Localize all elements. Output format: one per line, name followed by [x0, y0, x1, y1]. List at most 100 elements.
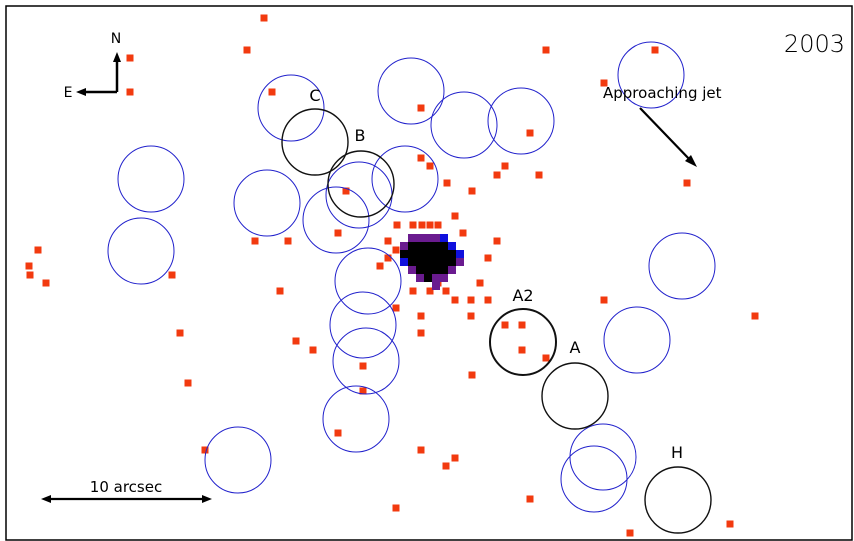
- core-pixel: [408, 258, 416, 266]
- core-pixel: [440, 266, 448, 274]
- core-pixel: [424, 258, 432, 266]
- photon-pixel: [268, 88, 276, 96]
- photon-pixel: [392, 504, 400, 512]
- photon-pixel: [626, 529, 634, 537]
- knot-a-circle: [541, 362, 609, 430]
- photon-pixel: [417, 104, 425, 112]
- jet-label: Approaching jet: [603, 84, 722, 102]
- photon-pixel: [542, 46, 550, 54]
- core-pixel: [432, 266, 440, 274]
- photon-pixel: [442, 287, 450, 295]
- photon-pixel: [526, 129, 534, 137]
- core-pixel: [432, 234, 440, 242]
- core-pixel: [432, 274, 440, 282]
- core-pixel: [408, 242, 416, 250]
- jet-arrow: [639, 107, 697, 167]
- blue-region-circle: [332, 327, 400, 395]
- photon-pixel: [451, 212, 459, 220]
- photon-pixel: [426, 221, 434, 229]
- photon-pixel: [309, 346, 317, 354]
- blue-region-circle: [377, 57, 445, 125]
- photon-pixel: [392, 246, 400, 254]
- photon-pixel: [168, 271, 176, 279]
- core-pixel: [456, 250, 464, 258]
- core-pixel: [400, 242, 408, 250]
- core-pixel: [432, 282, 440, 290]
- core-pixel: [408, 266, 416, 274]
- blue-region-circle: [233, 169, 301, 237]
- core-pixel: [448, 250, 456, 258]
- photon-pixel: [600, 296, 608, 304]
- photon-pixel: [417, 446, 425, 454]
- core-source: [400, 234, 464, 290]
- core-pixel: [440, 234, 448, 242]
- core-pixel: [400, 258, 408, 266]
- photon-pixel: [459, 229, 467, 237]
- photon-pixel: [26, 271, 34, 279]
- photon-pixel: [384, 237, 392, 245]
- photon-pixel: [34, 246, 42, 254]
- core-pixel: [424, 234, 432, 242]
- photon-pixel: [359, 387, 367, 395]
- photon-pixel: [434, 221, 442, 229]
- photon-pixel: [426, 162, 434, 170]
- blue-region-circle: [487, 87, 555, 155]
- photon-pixel: [251, 237, 259, 245]
- photon-pixel: [417, 312, 425, 320]
- core-pixel: [424, 274, 432, 282]
- photon-pixel: [468, 371, 476, 379]
- photon-pixel: [292, 337, 300, 345]
- photon-pixel: [201, 446, 209, 454]
- core-pixel: [400, 250, 408, 258]
- knot-label-b: B: [355, 126, 366, 145]
- blue-region-circle: [371, 145, 439, 213]
- photon-pixel: [443, 179, 451, 187]
- photon-pixel: [126, 54, 134, 62]
- blue-region-circle: [302, 186, 370, 254]
- photon-pixel: [484, 254, 492, 262]
- photon-pixel: [726, 520, 734, 528]
- core-pixel: [440, 258, 448, 266]
- core-pixel: [424, 242, 432, 250]
- blue-region-circle: [603, 306, 671, 374]
- knot-a2-circle: [489, 308, 557, 376]
- core-pixel: [432, 250, 440, 258]
- blue-region-circle: [617, 41, 685, 109]
- photon-pixel: [542, 354, 550, 362]
- compass: [76, 52, 121, 96]
- core-pixel: [408, 250, 416, 258]
- photon-pixel: [392, 304, 400, 312]
- blue-region-circle: [329, 291, 397, 359]
- photon-pixel: [442, 462, 450, 470]
- photon-pixel: [600, 79, 608, 87]
- photon-pixel: [359, 362, 367, 370]
- core-pixel: [440, 274, 448, 282]
- core-pixel: [448, 258, 456, 266]
- core-pixel: [416, 274, 424, 282]
- photon-pixel: [409, 287, 417, 295]
- photon-pixel: [476, 279, 484, 287]
- photon-pixel: [126, 88, 134, 96]
- photon-pixel: [243, 46, 251, 54]
- photon-pixel: [451, 296, 459, 304]
- photon-pixel: [468, 187, 476, 195]
- photon-pixel: [683, 179, 691, 187]
- blue-region-circle: [560, 445, 628, 513]
- photon-pixel: [651, 46, 659, 54]
- photon-pixel: [417, 154, 425, 162]
- core-pixel: [416, 242, 424, 250]
- core-pixel: [424, 250, 432, 258]
- scale-label: 10 arcsec: [90, 478, 162, 496]
- photon-pixel: [418, 221, 426, 229]
- photon-pixel: [334, 229, 342, 237]
- blue-region-circle: [334, 247, 402, 315]
- core-pixel: [448, 242, 456, 250]
- photon-pixel: [467, 312, 475, 320]
- photon-pixel: [518, 321, 526, 329]
- photon-pixel: [42, 279, 50, 287]
- core-pixel: [416, 258, 424, 266]
- core-pixel: [456, 258, 464, 266]
- photon-pixel: [260, 14, 268, 22]
- core-pixel: [440, 250, 448, 258]
